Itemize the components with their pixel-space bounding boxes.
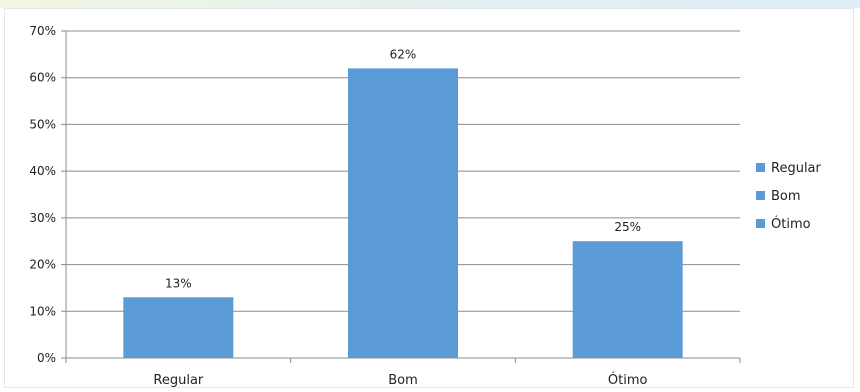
data-label: 25% [614,220,641,234]
y-axis-ticks: 0% 10% 20% 30% 40% 50% 60% 70% [29,24,56,365]
x-category-label: Ótimo [608,372,648,388]
x-axis-categories: Regular Bom Ótimo [153,372,647,388]
data-label: 13% [165,276,192,290]
bar-regular [123,297,234,358]
legend-swatch [756,163,765,172]
y-tick-label: 40% [29,164,56,178]
y-tick-label: 20% [29,258,56,272]
y-tick-label: 50% [29,117,56,131]
data-labels: 13% 62% 25% [165,47,641,290]
data-label: 62% [390,47,417,61]
x-category-label: Bom [388,373,418,388]
bars [123,68,683,358]
legend-entry: Ótimo [771,216,811,232]
bar-bom [348,68,458,358]
y-tick-label: 0% [37,351,56,365]
legend-swatch [756,219,765,228]
bar-otimo [572,241,683,358]
y-tick-label: 70% [29,24,56,38]
legend-swatch [756,191,765,200]
legend: Regular Bom Ótimo [756,161,822,232]
y-tick-label: 60% [29,71,56,85]
top-decorative-band [0,0,860,8]
legend-entry: Bom [771,189,801,204]
legend-entry: Regular [771,161,822,176]
x-category-label: Regular [153,373,204,388]
y-tick-label: 30% [29,211,56,225]
y-tick-label: 10% [29,304,56,318]
